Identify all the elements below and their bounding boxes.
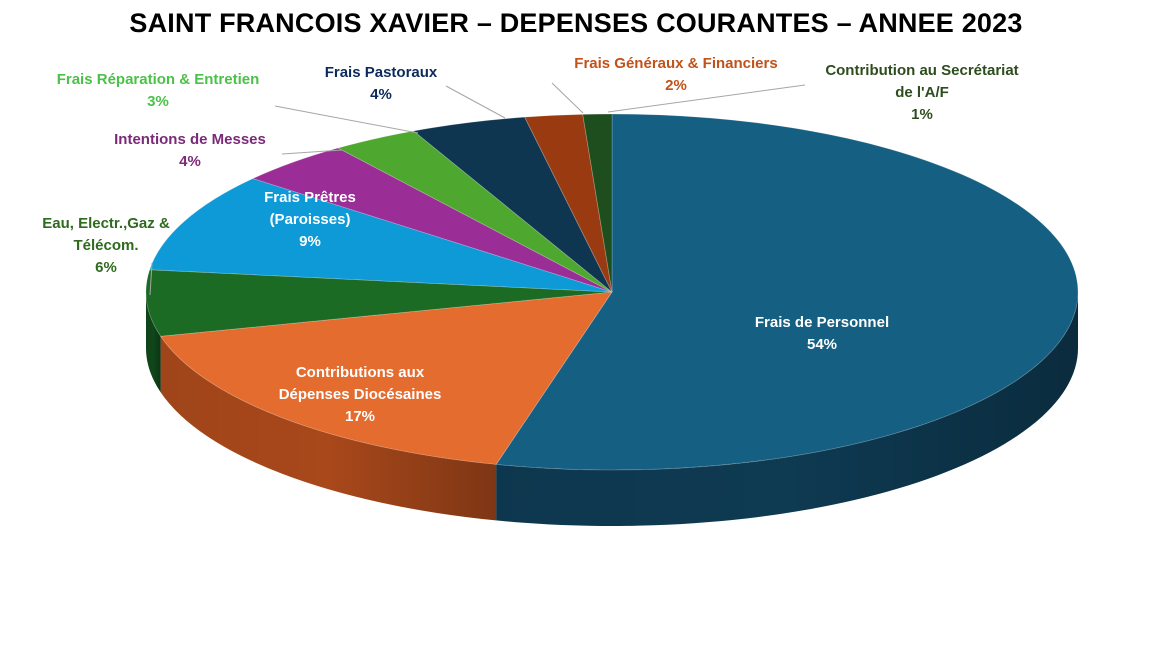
leader-line-frais-generaux-financiers xyxy=(551,82,584,114)
chart-title: SAINT FRANCOIS XAVIER – DEPENSES COURANT… xyxy=(129,8,1023,38)
data-label-percent: 54% xyxy=(807,336,837,353)
data-label-name-line: Dépenses Diocésaines xyxy=(279,386,442,403)
data-label-contribution-au-secretariat-de-l-a-f: Contribution au Secrétariat de l'A/F 1% xyxy=(825,62,1018,123)
pie-slice-frais-reparation-entretien xyxy=(337,130,613,293)
data-label-name-line: (Paroisses) xyxy=(270,211,351,228)
data-label-name-line: Frais Prêtres xyxy=(264,189,356,206)
data-label-percent: 1% xyxy=(911,106,933,123)
data-label-name-line: Frais Pastoraux xyxy=(325,64,438,81)
leader-line-intentions-de-messes xyxy=(281,149,343,155)
data-label-percent: 4% xyxy=(370,86,392,103)
data-label-name-line: Contribution au Secrétariat xyxy=(825,62,1018,79)
pie-side-shade xyxy=(496,292,1079,526)
leader-line-frais-pastoraux xyxy=(445,85,506,119)
leader-line-eau-electr-gaz-telecom xyxy=(149,262,153,296)
data-label-name-line: Contributions aux xyxy=(296,364,425,381)
data-label-name-line: Télécom. xyxy=(73,237,138,254)
data-label-name-line: Intentions de Messes xyxy=(114,131,266,148)
pie-slice-frais-pastoraux xyxy=(412,116,613,293)
leader-line-contribution-au-secretariat-de-l-a-f xyxy=(607,84,806,113)
pie-side-shade xyxy=(160,336,497,521)
data-label-name-line: Frais de Personnel xyxy=(755,314,889,331)
pie-slice-frais-de-personnel xyxy=(495,113,1079,471)
data-label-percent: 4% xyxy=(179,153,201,170)
data-label-intentions-de-messes: Intentions de Messes 4% xyxy=(114,131,266,170)
data-label-percent: 6% xyxy=(95,259,117,276)
data-label-percent: 2% xyxy=(665,77,687,94)
pie-side-shade xyxy=(146,292,161,393)
leader-line-frais-reparation-entretien xyxy=(274,105,419,134)
data-label-name-line: Frais Généraux & Financiers xyxy=(574,55,777,72)
pie-slice-frais-generaux-financiers xyxy=(524,113,613,293)
pie-slice-contributions-aux-depenses-diocesaines xyxy=(159,291,613,465)
data-label-frais-generaux-financiers: Frais Généraux & Financiers 2% xyxy=(574,55,777,94)
data-label-frais-pretres-paroisses: Frais Prêtres (Paroisses) 9% xyxy=(264,189,356,250)
pie-slice-frais-pretres-paroisses xyxy=(149,178,613,293)
data-label-percent: 17% xyxy=(345,408,375,425)
data-label-percent: 9% xyxy=(299,233,321,250)
pie-slice-eau-electr-gaz-telecom xyxy=(145,269,613,337)
data-label-frais-pastoraux: Frais Pastoraux 4% xyxy=(325,64,438,103)
pie-slice-intentions-de-messes xyxy=(251,147,613,293)
data-label-name-line: Eau, Electr.,Gaz & xyxy=(42,215,170,232)
data-label-name-line: Frais Réparation & Entretien xyxy=(57,71,260,88)
data-label-eau-electr-gaz-telecom: Eau, Electr.,Gaz & Télécom. 6% xyxy=(42,215,170,276)
data-label-name-line: de l'A/F xyxy=(895,84,949,101)
data-label-percent: 3% xyxy=(147,93,169,110)
data-label-frais-de-personnel: Frais de Personnel 54% xyxy=(755,314,889,353)
pie-slice-contribution-au-secretariat-de-l-a-f xyxy=(582,113,613,293)
data-label-contributions-aux-depenses-diocesaines: Contributions aux Dépenses Diocésaines 17% xyxy=(279,364,442,425)
data-label-frais-reparation-entretien: Frais Réparation & Entretien 3% xyxy=(57,71,260,110)
